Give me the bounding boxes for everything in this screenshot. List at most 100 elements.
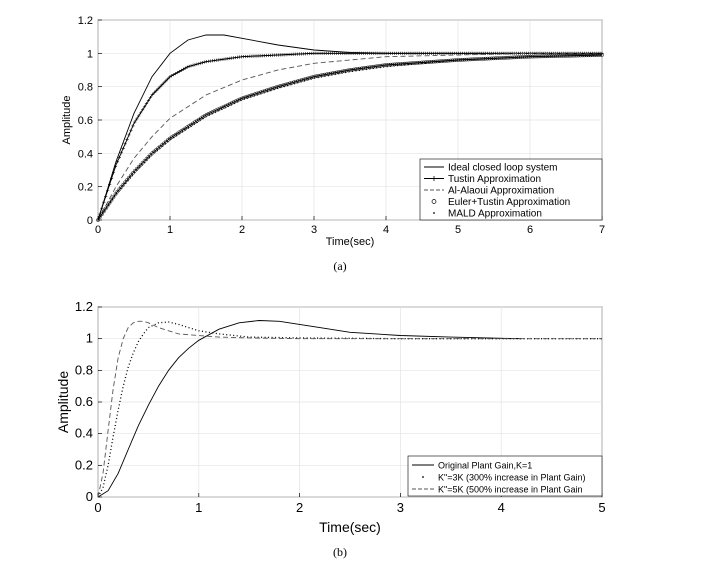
chart-b-caption: (b) [333, 545, 347, 559]
chart-a-series-2-marker [152, 91, 156, 95]
chart-a-series-2-marker [199, 61, 203, 65]
chart-a-series-2-marker [144, 102, 149, 106]
chart-a-series-4-marker [555, 54, 560, 58]
chart-a-series-4-marker [105, 203, 110, 208]
chart-a-series-2-marker [135, 117, 139, 121]
chart-a-xtick-label: 1 [167, 224, 173, 236]
chart-a-series-4-marker [421, 60, 426, 65]
chart-a-series-2-legend-marker [431, 176, 437, 181]
chart-a-xtick-label: 7 [599, 224, 605, 236]
chart-a-ticks: 0 1 2 3 4 5 6 7 0 0.2 0.4 0.6 0.8 1 1.2 [78, 15, 605, 236]
chart-a-series-2-marker [137, 114, 141, 118]
chart-a-series-2-legend-label: Tustin Approximation [448, 174, 541, 185]
chart-a-ytick-label: 1.2 [78, 15, 93, 27]
chart-a-series-4-marker [260, 89, 265, 94]
chart-a-series-2-marker [189, 64, 193, 68]
chart-a-series-2-marker [111, 171, 116, 175]
chart-a-series-2-marker [166, 77, 170, 81]
chart-b-xtick-label: 3 [397, 500, 404, 515]
chart-a-series-4-marker [305, 76, 310, 81]
chart-a-series-4-marker [379, 63, 383, 68]
chart-a-series-4-marker [307, 76, 312, 80]
chart-a-series-2-marker [170, 74, 174, 78]
chart-a-series-4-marker [584, 53, 589, 58]
chart-a-series-2-marker [104, 194, 108, 198]
chart-a-series-4-marker [479, 57, 484, 61]
chart-a-series-4-marker [233, 99, 238, 104]
chart-a-series-2-marker [100, 206, 104, 210]
chart-a-series-4-marker [573, 53, 577, 58]
chart-a-series-3-line [97, 52, 602, 221]
chart-a-series-4-marker [218, 106, 222, 111]
chart-a-series-4-marker [334, 70, 339, 75]
chart-a-series-4-marker [134, 166, 139, 171]
chart-a-series-2-marker [98, 212, 102, 216]
chart-a-series-2-marker [191, 63, 195, 67]
chart-a-series-4-marker [520, 55, 525, 59]
chart-a-series-4-marker [123, 180, 127, 185]
chart-a-series-4-marker [549, 54, 554, 59]
chart-b-ytick-label: 0.2 [75, 457, 93, 472]
chart-a-series-4-marker [545, 54, 550, 59]
chart-a-series-4-marker [319, 73, 323, 78]
chart-a-series-4-marker [433, 59, 438, 64]
chart-a-series-2-marker [127, 133, 131, 137]
chart-a-ytick-label: 0.8 [78, 82, 93, 94]
chart-a-series-4-marker [125, 178, 129, 182]
chart-a-series-2-marker [133, 120, 137, 124]
chart-a-series-4-marker [338, 69, 343, 74]
chart-a-series-2-marker [164, 79, 168, 83]
chart-a-xtick-label: 3 [311, 224, 317, 236]
chart-b-xtick-label: 5 [598, 500, 605, 515]
chart-b: 0 1 2 3 4 5 0 0.2 0.4 0.6 0.8 1 1.2 Time(sec) Amplit… [55, 299, 606, 559]
chart-b-series-1-legend-label: Original Plant Gain,K=1 [438, 461, 532, 471]
chart-a-series-4-marker [204, 112, 209, 117]
chart-a-series-4-marker [567, 53, 571, 58]
chart-a-series-4-marker [214, 108, 219, 113]
chart-a-series-4-marker [464, 57, 469, 62]
chart-a-series-5-line [97, 54, 603, 221]
chart-a-series-4-marker [328, 71, 333, 76]
chart-a-series-2-marker [172, 73, 176, 77]
chart-a-series-4-marker [332, 71, 337, 75]
chart-a-series-4-marker [251, 92, 255, 97]
chart-a-series-2-marker [148, 96, 152, 100]
chart-a-series-2-marker [146, 99, 150, 103]
chart-a-series-2-marker [177, 69, 182, 74]
chart-a-series-2-marker [201, 60, 205, 65]
chart-a-series-4-marker [255, 91, 259, 96]
chart-a-ylabel: Amplitude [61, 96, 73, 145]
chart-a-series-4-marker [243, 95, 248, 100]
chart-a-series-2-marker [179, 68, 183, 72]
chart-a-series [96, 34, 604, 222]
chart-a-series-4-marker [264, 88, 269, 93]
chart-a-ytick-label: 1 [87, 48, 93, 60]
chart-a-series-5-legend-label: MALD Approximation [448, 209, 542, 220]
chart-a-series-4-marker [222, 104, 226, 109]
chart-a-series-2-marker [203, 60, 207, 64]
chart-a-series-4-marker [396, 62, 401, 66]
chart-a-series-4-marker [288, 81, 292, 86]
chart-a-series-4-marker [497, 56, 502, 60]
chart-a-ytick-label: 0.6 [78, 115, 93, 127]
chart-a-series-2-marker [115, 160, 119, 164]
chart-a-series-4-marker [598, 53, 602, 57]
chart-a-series-4-marker [394, 62, 399, 67]
chart-a-series-5-legend-swatch [433, 212, 435, 214]
chart-a-series-4-marker [400, 62, 405, 66]
chart-b-xlabel: Time(sec) [319, 519, 381, 535]
chart-a-series-4-marker [198, 116, 203, 121]
chart-b-xtick-label: 4 [498, 500, 505, 515]
chart-a-series-2-marker [142, 105, 147, 109]
chart-a-ytick-label: 0.4 [78, 148, 93, 160]
chart-a-series-4-marker [483, 56, 488, 61]
chart-a-series-4-marker [117, 187, 122, 192]
chart-b-series [97, 320, 602, 498]
chart-a-series-4-marker [363, 65, 368, 70]
chart-a-xtick-label: 4 [383, 224, 389, 236]
chart-a-series-4-marker [270, 86, 275, 91]
chart-a-xtick-label: 0 [95, 224, 101, 236]
chart-a-series-2-marker [197, 62, 201, 66]
chart-a-series-4-marker [355, 67, 360, 71]
